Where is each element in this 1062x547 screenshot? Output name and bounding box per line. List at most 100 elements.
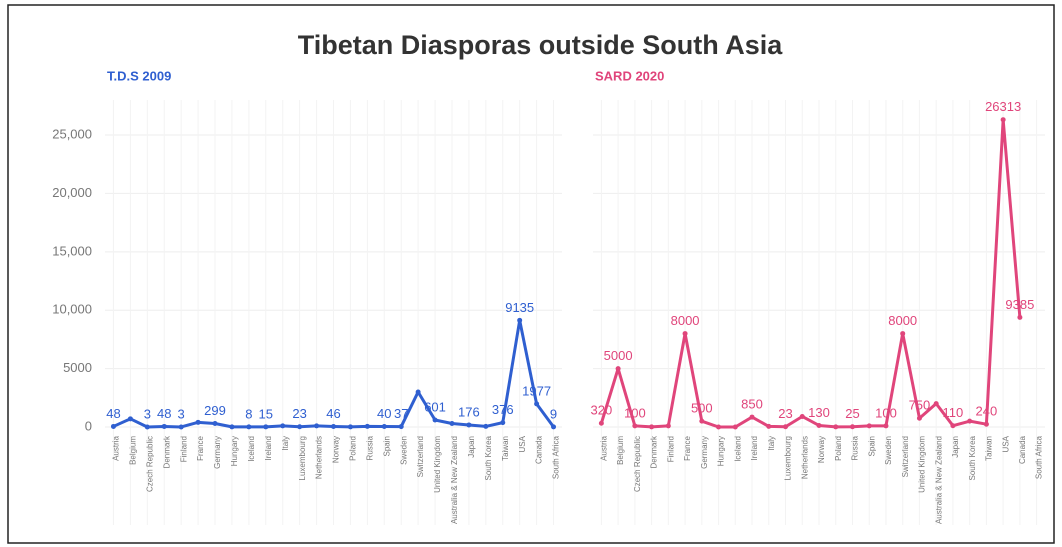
point: [246, 424, 252, 430]
point: [551, 424, 557, 430]
x-tick-label: Denmark: [650, 435, 659, 468]
point: [598, 420, 604, 426]
point: [110, 423, 116, 429]
value-label: 23: [778, 406, 792, 421]
value-label: 9: [550, 406, 557, 421]
point: [699, 418, 705, 424]
x-tick-label: Australia & New Zealand: [450, 436, 459, 524]
x-tick-label: Russia: [365, 435, 374, 460]
value-label: 130: [808, 405, 830, 420]
point: [916, 415, 922, 421]
x-tick-label: Canada: [535, 435, 544, 464]
point: [632, 423, 638, 429]
point: [783, 424, 789, 430]
x-tick-label: Austria: [599, 435, 608, 460]
x-tick-label: Netherlands: [800, 436, 809, 479]
y-tick-label: 10,000: [52, 302, 92, 317]
point: [432, 417, 438, 423]
x-tick-label: Japan: [951, 436, 960, 458]
x-tick-label: Hungary: [230, 436, 239, 466]
point: [178, 424, 184, 430]
x-tick-label: France: [196, 435, 205, 460]
point: [1017, 314, 1023, 320]
x-tick-label: South Korea: [968, 435, 977, 480]
point: [331, 423, 336, 429]
panel-label: T.D.S 2009: [107, 68, 171, 83]
point: [933, 401, 939, 407]
x-tick-label: Taiwan: [501, 436, 510, 461]
value-label: 8000: [671, 313, 700, 328]
value-label: 9385: [1005, 297, 1034, 312]
point: [144, 424, 150, 430]
panel-label: SARD 2020: [595, 68, 664, 83]
chart-title: Tibetan Diasporas outside South Asia: [298, 30, 784, 60]
x-tick-label: Ireland: [750, 436, 759, 460]
frame: [7, 4, 1055, 544]
x-tick-label: Iceland: [733, 436, 742, 462]
x-tick-label: Poland: [834, 436, 843, 461]
x-tick-label: Finland: [179, 436, 188, 462]
value-label: 15: [259, 406, 273, 421]
point: [967, 418, 973, 424]
point: [799, 413, 805, 419]
point: [381, 424, 387, 430]
point: [466, 422, 472, 428]
y-tick-label: 5000: [63, 360, 92, 375]
point: [749, 414, 755, 420]
x-tick-label: Germany: [213, 436, 222, 469]
x-tick-label: United Kingdom: [918, 436, 927, 493]
point: [280, 423, 286, 429]
point: [517, 317, 523, 323]
x-tick-label: Austria: [112, 435, 121, 460]
point: [347, 424, 353, 430]
point: [483, 423, 489, 429]
value-label: 23: [292, 406, 306, 421]
x-tick-label: Switzerland: [901, 436, 910, 477]
point: [364, 423, 370, 429]
point: [716, 424, 722, 430]
value-label: 376: [492, 402, 514, 417]
point: [398, 424, 404, 430]
value-label: 176: [458, 404, 480, 419]
value-label: 5000: [604, 348, 633, 363]
point: [732, 424, 738, 430]
value-label: 3: [144, 406, 151, 421]
value-label: 9135: [505, 300, 534, 315]
x-tick-label: Ireland: [264, 436, 273, 460]
x-tick-label: Czech Republic: [633, 436, 642, 492]
point: [883, 423, 889, 429]
point: [816, 422, 822, 428]
point: [983, 421, 989, 427]
x-tick-label: Spain: [867, 436, 876, 456]
y-tick-label: 0: [85, 418, 92, 433]
point: [500, 420, 506, 426]
x-tick-label: Belgium: [128, 436, 137, 465]
x-tick-label: USA: [1001, 435, 1010, 452]
y-tick-label: 25,000: [52, 126, 92, 141]
point: [534, 401, 540, 407]
value-label: 46: [326, 406, 340, 421]
point: [415, 389, 421, 395]
x-tick-label: Luxembourg: [298, 436, 307, 480]
point: [161, 423, 167, 429]
x-tick-label: Netherlands: [315, 436, 324, 479]
value-label: 110: [943, 405, 964, 420]
x-tick-label: Spain: [382, 436, 391, 456]
x-tick-label: USA: [518, 435, 527, 452]
x-tick-label: France: [683, 435, 692, 460]
y-tick-label: 20,000: [52, 185, 92, 200]
point: [212, 421, 218, 427]
x-tick-label: South Africa: [1035, 435, 1044, 479]
y-tick-label: 15,000: [52, 243, 92, 258]
x-tick-label: Australia & New Zealand: [934, 436, 943, 524]
x-tick-label: Hungary: [717, 436, 726, 466]
x-tick-label: Japan: [467, 436, 476, 458]
point: [866, 423, 872, 429]
value-label: 299: [204, 403, 226, 418]
point: [900, 331, 906, 337]
x-tick-label: Italy: [767, 436, 776, 451]
point: [229, 424, 235, 430]
point: [449, 420, 455, 426]
value-label: 100: [875, 405, 897, 420]
